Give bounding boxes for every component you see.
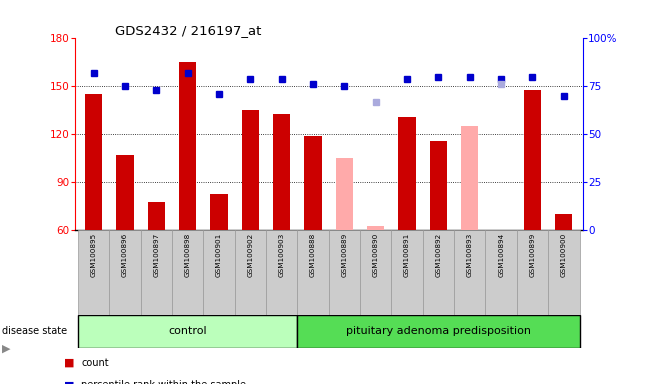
Bar	[78, 315, 298, 348]
Text: pituitary adenoma predisposition: pituitary adenoma predisposition	[346, 326, 531, 336]
Text: GSM100896: GSM100896	[122, 233, 128, 277]
Bar	[235, 230, 266, 315]
Text: control: control	[169, 326, 207, 336]
Bar	[548, 230, 579, 315]
Bar	[454, 230, 486, 315]
Bar	[78, 230, 109, 315]
Bar	[329, 230, 360, 315]
Bar	[298, 315, 579, 348]
Bar	[117, 155, 133, 230]
Text: GSM100890: GSM100890	[373, 233, 379, 277]
Bar	[336, 158, 353, 230]
Bar	[85, 94, 102, 230]
Bar	[210, 194, 228, 230]
Bar	[367, 225, 384, 230]
Text: GSM100888: GSM100888	[310, 233, 316, 277]
Bar	[242, 111, 259, 230]
Bar	[179, 62, 197, 230]
Text: ■: ■	[64, 380, 75, 384]
Bar	[461, 126, 478, 230]
Bar	[141, 230, 172, 315]
Bar	[203, 230, 235, 315]
Text: ▶: ▶	[2, 343, 10, 354]
Bar	[555, 214, 572, 230]
Text: GSM100889: GSM100889	[341, 233, 348, 277]
Bar	[305, 136, 322, 230]
Bar	[486, 230, 517, 315]
Text: GSM100898: GSM100898	[185, 233, 191, 277]
Text: GSM100894: GSM100894	[498, 233, 504, 277]
Text: GSM100902: GSM100902	[247, 233, 253, 277]
Bar	[360, 230, 391, 315]
Text: GSM100900: GSM100900	[561, 233, 567, 277]
Text: GDS2432 / 216197_at: GDS2432 / 216197_at	[115, 24, 262, 37]
Bar	[273, 114, 290, 230]
Bar	[172, 230, 203, 315]
Bar	[398, 117, 416, 230]
Bar	[422, 230, 454, 315]
Bar	[517, 230, 548, 315]
Text: ■: ■	[64, 358, 75, 368]
Bar	[266, 230, 298, 315]
Text: GSM100895: GSM100895	[90, 233, 96, 277]
Text: disease state: disease state	[2, 326, 67, 336]
Text: count: count	[81, 358, 109, 368]
Bar	[430, 141, 447, 230]
Bar	[109, 230, 141, 315]
Bar	[391, 230, 422, 315]
Bar	[524, 89, 541, 230]
Text: GSM100897: GSM100897	[154, 233, 159, 277]
Text: GSM100903: GSM100903	[279, 233, 284, 277]
Bar	[298, 230, 329, 315]
Text: GSM100899: GSM100899	[529, 233, 536, 277]
Text: GSM100893: GSM100893	[467, 233, 473, 277]
Text: GSM100891: GSM100891	[404, 233, 410, 277]
Text: GSM100901: GSM100901	[216, 233, 222, 277]
Bar	[148, 202, 165, 230]
Text: percentile rank within the sample: percentile rank within the sample	[81, 380, 246, 384]
Text: GSM100892: GSM100892	[436, 233, 441, 277]
